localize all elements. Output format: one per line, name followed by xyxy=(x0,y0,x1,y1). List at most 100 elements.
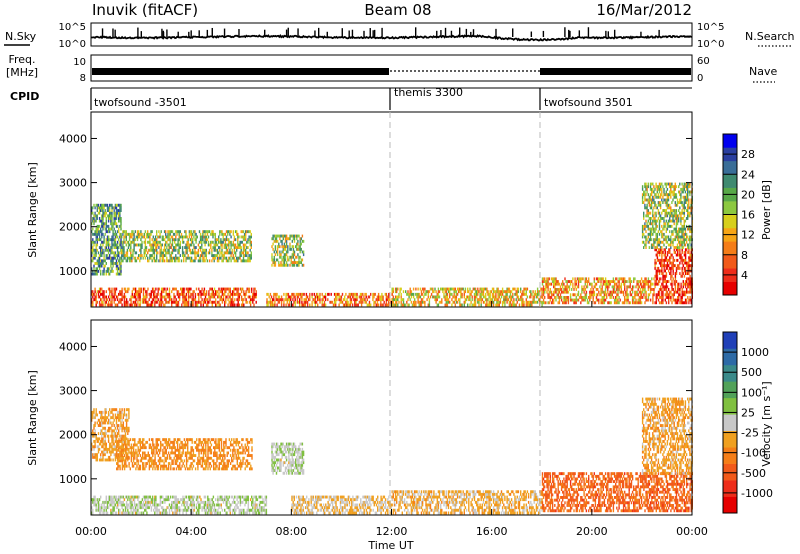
heatmap-cell xyxy=(538,292,540,296)
heatmap-cell xyxy=(174,259,176,263)
heatmap-cell xyxy=(295,261,297,264)
heatmap-cell xyxy=(96,214,98,218)
heatmap-cell xyxy=(93,498,95,502)
heatmap-cell xyxy=(160,254,162,257)
heatmap-cell xyxy=(359,300,362,304)
heatmap-cell xyxy=(332,303,335,307)
heatmap-cell xyxy=(652,190,654,194)
heatmap-cell xyxy=(594,285,597,289)
heatmap-cell xyxy=(665,256,668,260)
heatmap-cell xyxy=(285,261,288,264)
heatmap-cell xyxy=(547,301,549,305)
heatmap-cell xyxy=(654,285,656,289)
heatmap-cell xyxy=(317,298,319,302)
heatmap-cell xyxy=(657,243,660,247)
heatmap-cell xyxy=(669,219,671,223)
heatmap-cell xyxy=(245,248,247,252)
heatmap-cell xyxy=(153,287,155,291)
heatmap-cell xyxy=(186,503,189,507)
heatmap-cell xyxy=(123,511,126,515)
heatmap-cell xyxy=(658,269,661,273)
heatmap-cell xyxy=(589,293,591,297)
heatmap-cell xyxy=(647,293,650,297)
heatmap-cell xyxy=(486,298,488,302)
heatmap-cell xyxy=(208,230,211,234)
heatmap-cell xyxy=(683,227,685,231)
heatmap-cell xyxy=(132,251,134,255)
heatmap-cell xyxy=(221,290,224,294)
heatmap-cell xyxy=(101,230,103,234)
heatmap-cell xyxy=(221,240,223,244)
heatmap-cell xyxy=(657,251,660,254)
heatmap-cell xyxy=(564,290,566,294)
heatmap-cell xyxy=(124,303,127,307)
heatmap-cell xyxy=(111,290,113,294)
heatmap-cell xyxy=(676,238,679,242)
heatmap-cell xyxy=(518,303,521,307)
heatmap-cell xyxy=(647,232,649,236)
heatmap-cell xyxy=(121,235,123,239)
heatmap-cell xyxy=(676,230,679,234)
heatmap-cell xyxy=(672,258,674,262)
heatmap-cell xyxy=(274,263,277,267)
heatmap-cell xyxy=(188,248,191,252)
heatmap-cell xyxy=(317,303,319,307)
heatmap-cell xyxy=(584,288,586,291)
heatmap-cell xyxy=(136,243,139,247)
heatmap-cell xyxy=(166,292,168,296)
heatmap-cell xyxy=(628,277,630,281)
heatmap-cell xyxy=(679,266,681,270)
heatmap-cell xyxy=(688,258,690,262)
heatmap-cell xyxy=(134,303,137,307)
heatmap-cell xyxy=(650,190,653,194)
heatmap-cell xyxy=(159,235,161,239)
heatmap-cell xyxy=(146,500,148,504)
heatmap-cell xyxy=(509,298,512,302)
heatmap-cell xyxy=(670,238,672,242)
heatmap-cell xyxy=(566,288,568,291)
heatmap-cell xyxy=(661,193,663,197)
heatmap-cell xyxy=(177,500,180,504)
heatmap-cell xyxy=(548,301,550,305)
heatmap-cell xyxy=(684,230,687,234)
heatmap-cell xyxy=(676,203,679,207)
heatmap-cell xyxy=(566,285,568,289)
heatmap-cell xyxy=(520,290,522,294)
nsearch-tick-top: 10^5 xyxy=(697,22,724,33)
heatmap-cell xyxy=(617,290,619,294)
heatmap-cell xyxy=(182,498,184,502)
heatmap-cell xyxy=(104,209,106,212)
heatmap-cell xyxy=(216,248,219,252)
heatmap-cell xyxy=(533,300,535,304)
heatmap-cell xyxy=(92,206,94,210)
heatmap-cell xyxy=(496,290,498,294)
heatmap-cell xyxy=(109,287,111,291)
heatmap-cell xyxy=(112,206,114,210)
heatmap-cell xyxy=(196,251,198,255)
heatmap-cell xyxy=(224,232,227,236)
heatmap-cell xyxy=(690,235,692,239)
heatmap-cell xyxy=(564,288,566,291)
heatmap-cell xyxy=(591,285,593,289)
heatmap-cell xyxy=(684,190,687,194)
heatmap-cell xyxy=(221,243,223,247)
heatmap-cell xyxy=(212,246,214,249)
heatmap-cell xyxy=(230,292,233,296)
heatmap-cell xyxy=(551,280,554,283)
heatmap-cell xyxy=(157,235,159,239)
heatmap-cell xyxy=(170,246,172,249)
heatmap-cell xyxy=(459,287,461,291)
heatmap-cell xyxy=(542,280,545,283)
heatmap-cell xyxy=(109,298,111,302)
heatmap-cell xyxy=(636,293,638,297)
heatmap-cell xyxy=(581,285,583,289)
heatmap-cell xyxy=(690,301,692,305)
heatmap-cell xyxy=(626,298,628,302)
heatmap-cell xyxy=(553,285,555,289)
heatmap-cell xyxy=(116,248,119,252)
heatmap-cell xyxy=(490,298,493,302)
heatmap-cell xyxy=(189,238,192,242)
heatmap-cell xyxy=(300,237,302,241)
heatmap-cell xyxy=(240,248,242,252)
heatmap-cell xyxy=(407,292,409,296)
